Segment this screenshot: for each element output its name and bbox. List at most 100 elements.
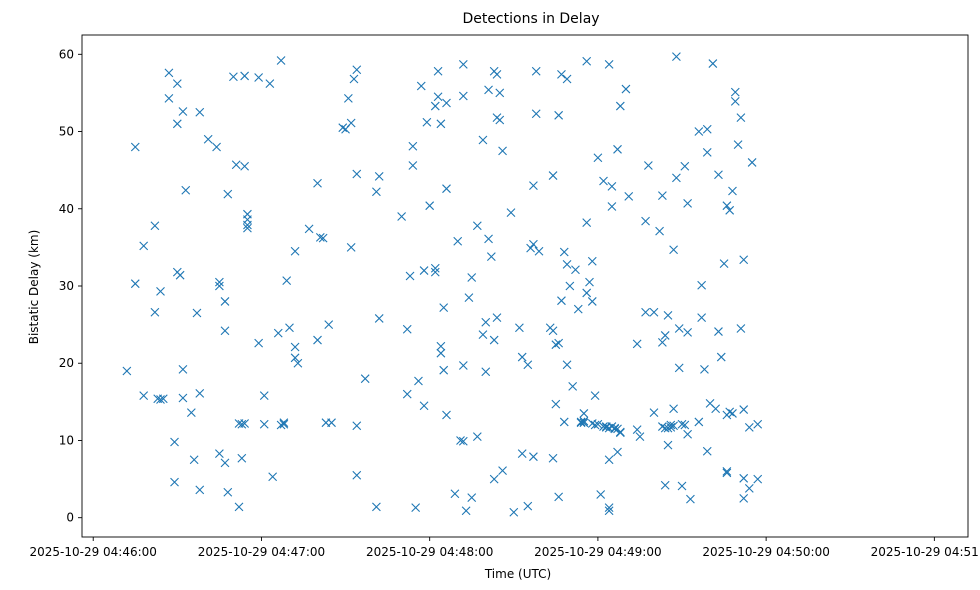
data-point — [565, 281, 575, 291]
data-point — [582, 56, 592, 66]
data-point — [604, 506, 614, 516]
data-point — [683, 327, 693, 337]
y-tick-label: 0 — [66, 511, 74, 525]
data-point — [458, 436, 468, 446]
data-point — [237, 453, 247, 463]
data-point — [683, 429, 693, 439]
data-point — [571, 265, 580, 275]
data-point — [680, 161, 690, 171]
data-point — [156, 395, 165, 404]
data-point — [422, 117, 432, 127]
data-point — [158, 394, 168, 404]
data-point — [282, 276, 292, 285]
data-point — [559, 417, 569, 427]
data-point — [641, 307, 650, 317]
data-point — [517, 449, 527, 458]
data-point — [164, 93, 174, 103]
data-point — [607, 202, 617, 211]
data-point — [573, 304, 583, 314]
data-point — [590, 391, 600, 401]
data-point — [562, 259, 572, 269]
data-point — [660, 331, 670, 340]
data-point — [657, 422, 667, 431]
data-point — [666, 420, 676, 430]
data-point — [531, 109, 541, 119]
data-point — [324, 320, 334, 330]
data-point — [349, 74, 359, 84]
data-point — [714, 327, 723, 336]
data-point — [728, 409, 737, 418]
data-point — [150, 221, 160, 231]
data-point — [223, 189, 233, 199]
x-tick-label: 2025-10-29 04:47:00 — [198, 545, 325, 559]
data-point — [481, 367, 491, 377]
data-point — [694, 127, 704, 136]
data-point — [408, 141, 418, 151]
data-point — [343, 93, 353, 103]
data-point — [464, 293, 474, 302]
data-point — [436, 341, 446, 351]
data-point — [453, 236, 463, 246]
data-point — [436, 119, 446, 129]
data-point — [657, 191, 667, 201]
data-point — [716, 352, 726, 362]
data-point — [604, 59, 614, 69]
data-point — [430, 101, 440, 111]
data-point — [467, 493, 477, 503]
x-tick-label: 2025-10-29 04:49:00 — [534, 545, 661, 559]
data-point — [130, 142, 140, 152]
data-point — [313, 178, 322, 188]
data-point — [178, 393, 188, 403]
data-point — [439, 303, 449, 313]
data-point — [725, 407, 735, 417]
data-point — [498, 146, 507, 156]
data-point — [576, 418, 586, 428]
data-point — [458, 59, 468, 69]
data-point — [641, 216, 650, 226]
data-point — [268, 472, 278, 482]
data-point — [243, 223, 252, 233]
data-point — [223, 487, 233, 497]
data-point — [122, 366, 132, 376]
data-point — [178, 107, 188, 116]
data-point — [498, 466, 507, 475]
data-point — [442, 184, 451, 194]
data-point — [220, 458, 230, 468]
data-point — [170, 477, 179, 487]
data-point — [456, 436, 465, 445]
data-point — [674, 363, 684, 373]
data-point — [649, 307, 659, 317]
data-point — [195, 388, 205, 398]
data-point — [599, 176, 608, 186]
data-point — [643, 161, 653, 170]
data-point — [548, 171, 558, 180]
data-point — [492, 69, 502, 79]
data-point — [279, 418, 289, 428]
data-point — [484, 234, 493, 244]
data-point — [254, 73, 264, 82]
data-point — [489, 335, 499, 345]
data-point — [585, 277, 594, 287]
plot-area — [122, 52, 763, 517]
data-point — [439, 365, 449, 375]
data-point — [529, 181, 538, 190]
data-point — [481, 317, 491, 327]
data-point — [506, 208, 516, 218]
data-point — [259, 391, 269, 401]
data-point — [259, 419, 269, 429]
data-point — [229, 72, 238, 82]
data-point — [374, 171, 384, 181]
data-point — [562, 360, 572, 370]
data-point — [515, 323, 524, 333]
y-tick-label: 20 — [59, 356, 74, 370]
data-point — [660, 480, 670, 490]
data-point — [397, 212, 407, 221]
data-point — [139, 241, 149, 251]
data-point — [722, 201, 732, 211]
data-point — [290, 246, 300, 256]
data-point — [677, 419, 687, 429]
data-point — [523, 360, 533, 370]
data-point — [484, 85, 493, 95]
data-point — [478, 330, 488, 340]
data-point — [534, 246, 544, 256]
